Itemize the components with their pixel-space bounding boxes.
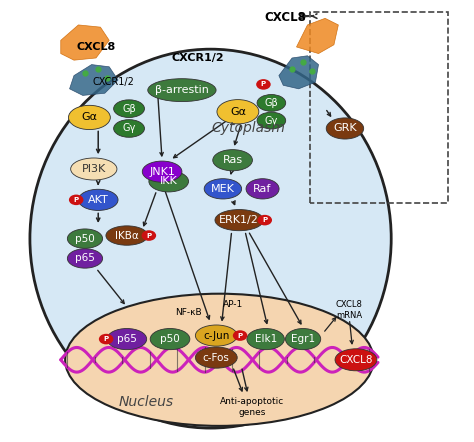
Ellipse shape [195,347,237,368]
Text: GRK: GRK [333,123,357,133]
Ellipse shape [68,105,110,130]
Text: Nucleus: Nucleus [119,395,174,409]
Text: P: P [237,332,243,339]
Ellipse shape [215,210,264,231]
Ellipse shape [67,229,102,248]
Text: P: P [104,336,109,342]
Ellipse shape [257,95,286,111]
Ellipse shape [285,328,321,350]
Text: P: P [261,81,266,88]
Ellipse shape [149,171,189,192]
Text: Raf: Raf [254,184,272,194]
Ellipse shape [326,118,364,139]
Text: c-Jun: c-Jun [203,331,229,340]
Ellipse shape [114,120,145,137]
Text: ERK1/2: ERK1/2 [219,215,259,225]
Text: CXCL8: CXCL8 [76,42,116,52]
Text: CXCR1/2: CXCR1/2 [171,53,224,63]
Text: IKBα: IKBα [115,231,139,240]
Text: CXCR1/2: CXCR1/2 [93,77,135,87]
Text: Gβ: Gβ [264,98,278,108]
Ellipse shape [246,179,279,199]
Ellipse shape [114,100,145,118]
Ellipse shape [213,150,253,171]
Text: P: P [73,197,79,203]
Ellipse shape [107,328,146,350]
Ellipse shape [257,112,286,129]
Text: CXCL8
mRNA: CXCL8 mRNA [336,300,363,320]
Text: p65: p65 [75,253,95,263]
Polygon shape [70,65,118,95]
Text: IKK: IKK [160,176,178,187]
Text: CXCL8: CXCL8 [264,11,306,24]
Ellipse shape [78,189,118,210]
Text: β-arrestin: β-arrestin [155,85,209,95]
Polygon shape [61,25,109,60]
Text: Ras: Ras [222,155,243,165]
Ellipse shape [142,230,156,241]
Text: Elk1: Elk1 [255,334,277,344]
Ellipse shape [150,328,190,350]
Text: Gγ: Gγ [122,123,136,133]
Text: p50: p50 [75,234,95,244]
Text: JNK1: JNK1 [149,167,175,177]
Text: CXCL8: CXCL8 [339,355,373,365]
Ellipse shape [30,49,391,428]
Ellipse shape [247,328,284,350]
Ellipse shape [257,215,272,225]
Text: Gβ: Gβ [122,103,136,114]
Text: Gγ: Gγ [264,115,278,126]
Text: Anti-apoptotic
genes: Anti-apoptotic genes [220,397,284,417]
Text: p65: p65 [117,334,137,344]
Text: P: P [262,217,267,223]
Ellipse shape [217,99,259,124]
Ellipse shape [67,249,102,268]
Text: c-Fos: c-Fos [203,353,230,362]
Ellipse shape [233,330,247,341]
Text: NF-κB: NF-κB [175,308,202,317]
Ellipse shape [148,79,216,102]
Text: p50: p50 [160,334,180,344]
Text: Gα: Gα [230,107,246,117]
Ellipse shape [142,161,182,182]
Ellipse shape [335,349,377,371]
Text: AP-1: AP-1 [222,300,243,309]
Ellipse shape [65,293,374,426]
Ellipse shape [204,179,242,199]
Text: Cytoplasm: Cytoplasm [211,122,285,135]
Ellipse shape [256,79,271,90]
Ellipse shape [71,158,117,180]
Ellipse shape [195,325,237,346]
Ellipse shape [99,334,113,344]
Text: AKT: AKT [88,195,109,205]
Text: Egr1: Egr1 [291,334,315,344]
Ellipse shape [69,194,83,205]
Polygon shape [279,56,319,89]
Text: PI3K: PI3K [82,164,106,174]
Polygon shape [296,18,338,53]
Text: P: P [146,232,151,239]
Ellipse shape [106,226,148,245]
Text: MEK: MEK [211,184,235,194]
Text: Gα: Gα [82,112,97,122]
